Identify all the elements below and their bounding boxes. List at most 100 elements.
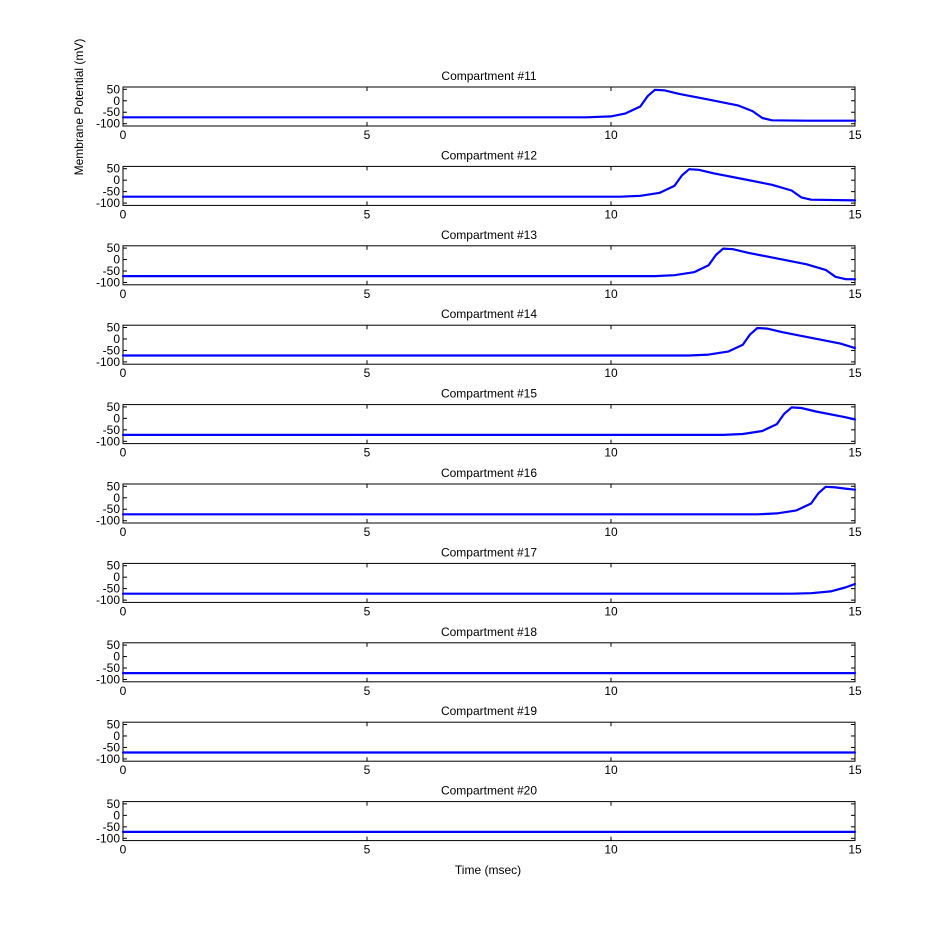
axes-box xyxy=(122,801,856,842)
y-tick-label: 50 xyxy=(107,479,121,493)
axes-box xyxy=(122,642,856,683)
subplot-title: Compartment #17 xyxy=(441,545,537,559)
y-tick-label: -50 xyxy=(103,502,121,516)
x-tick-label: 0 xyxy=(120,446,127,460)
y-tick-label: -50 xyxy=(103,343,121,357)
y-tick-label: -100 xyxy=(96,117,120,131)
y-tick-label: -100 xyxy=(96,514,120,528)
x-tick-label: 10 xyxy=(604,604,618,618)
x-tick-label: 5 xyxy=(364,684,371,698)
subplot-title: Compartment #19 xyxy=(441,704,537,718)
x-tick-label: 15 xyxy=(848,128,862,142)
x-axis-label: Time (msec) xyxy=(455,863,521,877)
y-tick-label: -100 xyxy=(96,752,120,766)
membrane-trace xyxy=(121,485,857,516)
x-tick-label: 15 xyxy=(848,843,862,857)
x-tick-label: 5 xyxy=(364,207,371,221)
y-tick-label: 0 xyxy=(113,253,120,267)
y-tick-label: -100 xyxy=(96,434,120,448)
x-tick-label: 10 xyxy=(604,128,618,142)
x-tick-label: 10 xyxy=(604,366,618,380)
x-tick-label: 15 xyxy=(848,287,862,301)
y-tick-label: -50 xyxy=(103,105,121,119)
x-tick-label: 0 xyxy=(120,128,127,142)
axes-box xyxy=(122,562,856,603)
x-tick-label: 15 xyxy=(848,763,862,777)
x-tick-label: 10 xyxy=(604,843,618,857)
subplot-title: Compartment #11 xyxy=(441,69,536,83)
x-tick-label: 10 xyxy=(604,525,618,539)
y-tick-label: 50 xyxy=(107,559,121,573)
y-tick-label: -50 xyxy=(103,264,121,278)
x-tick-label: 15 xyxy=(848,446,862,460)
x-tick-label: 0 xyxy=(120,843,127,857)
y-tick-label: 0 xyxy=(113,808,120,822)
subplot-title: Compartment #16 xyxy=(441,466,537,480)
x-tick-label: 0 xyxy=(120,684,127,698)
membrane-trace xyxy=(121,247,857,281)
axes-box xyxy=(122,324,856,365)
y-tick-label: -50 xyxy=(103,423,121,437)
x-tick-label: 15 xyxy=(848,525,862,539)
y-tick-label: 50 xyxy=(107,320,121,334)
axes-box xyxy=(122,86,856,127)
x-tick-label: 15 xyxy=(848,604,862,618)
x-tick-label: 10 xyxy=(604,287,618,301)
x-tick-label: 10 xyxy=(604,684,618,698)
y-tick-label: 50 xyxy=(107,162,121,176)
y-tick-label: -100 xyxy=(96,355,120,369)
x-tick-label: 5 xyxy=(364,763,371,777)
membrane-trace xyxy=(121,168,857,202)
y-tick-label: -100 xyxy=(96,673,120,687)
y-tick-label: 0 xyxy=(113,491,120,505)
x-tick-label: 0 xyxy=(120,525,127,539)
y-tick-label: 50 xyxy=(107,717,121,731)
subplot-title: Compartment #18 xyxy=(441,625,537,639)
subplot-title: Compartment #12 xyxy=(441,148,537,162)
x-tick-label: 15 xyxy=(848,684,862,698)
x-tick-label: 5 xyxy=(364,604,371,618)
y-tick-label: 0 xyxy=(113,332,120,346)
subplot-title: Compartment #20 xyxy=(441,784,537,798)
x-tick-label: 10 xyxy=(604,207,618,221)
y-tick-label: 0 xyxy=(113,650,120,664)
y-tick-label: 0 xyxy=(113,729,120,743)
x-tick-label: 10 xyxy=(604,446,618,460)
y-tick-label: 50 xyxy=(107,82,121,96)
x-tick-label: 5 xyxy=(364,128,371,142)
x-tick-label: 5 xyxy=(364,287,371,301)
y-tick-label: -50 xyxy=(103,740,121,754)
axes-box xyxy=(122,404,856,445)
subplot-title: Compartment #15 xyxy=(441,387,537,401)
x-tick-label: 0 xyxy=(120,207,127,221)
x-tick-label: 15 xyxy=(848,366,862,380)
x-tick-label: 0 xyxy=(120,366,127,380)
y-tick-label: 0 xyxy=(113,173,120,187)
y-axis-label: Membrane Potential (mV) xyxy=(72,39,86,176)
x-tick-label: 0 xyxy=(120,604,127,618)
x-tick-label: 10 xyxy=(604,763,618,777)
y-tick-label: -50 xyxy=(103,661,121,675)
membrane-trace xyxy=(121,406,857,436)
x-tick-label: 5 xyxy=(364,366,371,380)
membrane-trace xyxy=(121,582,857,595)
y-tick-label: -100 xyxy=(96,276,120,290)
membrane-trace xyxy=(121,88,857,122)
y-tick-label: 0 xyxy=(113,94,120,108)
y-tick-label: -100 xyxy=(96,196,120,210)
axes-box xyxy=(122,483,856,524)
axes-box xyxy=(122,245,856,286)
x-tick-label: 5 xyxy=(364,525,371,539)
axes-box xyxy=(122,165,856,206)
x-tick-label: 5 xyxy=(364,843,371,857)
